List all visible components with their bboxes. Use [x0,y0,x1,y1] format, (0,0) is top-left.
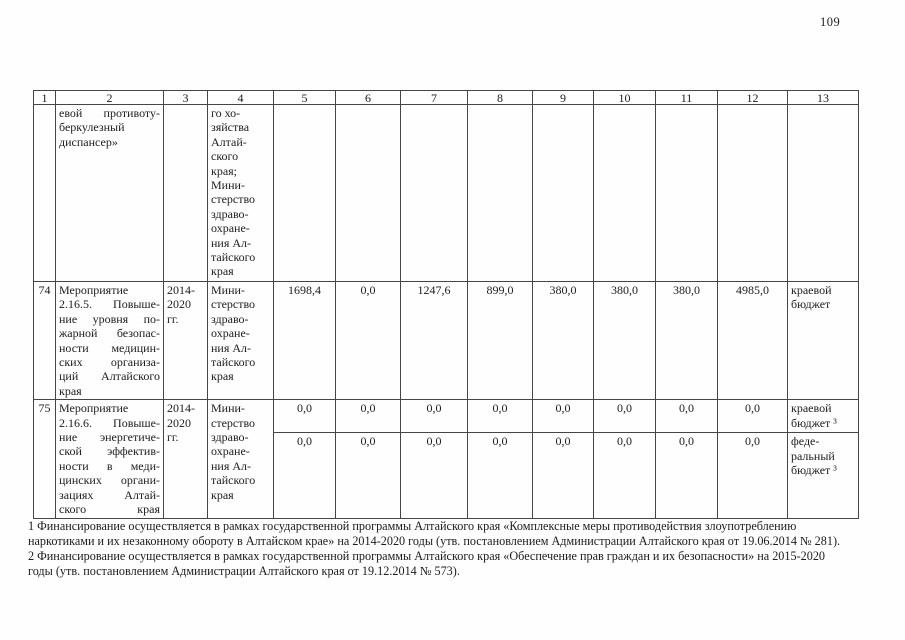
column-header-2: 2 [55,90,164,105]
executor-cell: го хо- зяйства Алтай- ского края; Мини- … [207,104,274,282]
value-cell: 1247,6 [400,280,468,401]
table-row-continuation: евой противоту- беркулезный диспансер» г… [33,104,859,282]
value-cell: 0,0 [655,399,718,434]
footnote-2: 2 Финансирование осуществляется в рамках… [28,548,826,578]
column-header-8: 8 [467,90,533,105]
row-number-cell [33,104,56,282]
value-cell [532,104,594,282]
value-cell: 0,0 [335,280,401,401]
executor-cell: Мини- стерство здраво- охране- ния Ал- т… [207,399,274,519]
value-cell: 0,0 [717,399,788,434]
value-cell: 0,0 [593,432,656,519]
value-cell: 0,0 [717,432,788,519]
page-number: 109 [820,15,841,29]
value-cell: 4985,0 [717,280,788,401]
value-cell: 380,0 [593,280,656,401]
column-header-9: 9 [532,90,594,105]
column-header-4: 4 [207,90,274,105]
value-cell: 0,0 [335,432,401,519]
value-cell: 0,0 [532,432,594,519]
value-cell [467,104,533,282]
value-cell: 380,0 [532,280,594,401]
financing-table: 1 2 3 4 5 6 7 8 9 10 11 12 13 евой проти… [33,90,859,519]
value-cell: 0,0 [532,399,594,434]
value-cell: 0,0 [335,399,401,434]
budget-source-cell [787,104,859,282]
row-number-cell: 74 [33,280,56,401]
value-cell: 0,0 [273,399,336,434]
value-cell: 0,0 [467,399,533,434]
column-header-13: 13 [787,90,859,105]
value-cell: 0,0 [593,399,656,434]
value-cell [335,104,401,282]
measure-name-cell: Мероприятие 2.16.6. Повыше- ние энергети… [55,399,164,519]
measure-name-cell: евой противоту- беркулезный диспансер» [55,104,164,282]
table-header-row: 1 2 3 4 5 6 7 8 9 10 11 12 13 [33,90,859,105]
dates-cell: 2014- 2020 гг. [163,399,208,519]
budget-source-cell: краевой бюджет [787,280,859,401]
value-cell: 1698,4 [273,280,336,401]
value-cell: 0,0 [467,432,533,519]
dates-cell [163,104,208,282]
value-cell: 380,0 [655,280,718,401]
column-header-7: 7 [400,90,468,105]
column-header-5: 5 [273,90,336,105]
column-header-10: 10 [593,90,656,105]
value-cell [400,104,468,282]
column-header-3: 3 [163,90,208,105]
column-header-6: 6 [335,90,401,105]
dates-cell: 2014- 2020 гг. [163,280,208,401]
value-cell [273,104,336,282]
row-number-cell: 75 [33,399,56,519]
value-cell [593,104,656,282]
table-row-75-regional: 75 Мероприятие 2.16.6. Повыше- ние энерг… [33,399,859,519]
table-row-75-federal: 0,0 0,0 0,0 0,0 0,0 0,0 0,0 0,0 феде- ра… [34,432,859,519]
executor-cell: Мини- стерство здраво- охране- ния Ал- т… [207,280,274,401]
value-cell [655,104,718,282]
budget-source-cell: краевой бюджет ³ [787,399,859,434]
footnotes: 1 Финансирование осуществляется в рамках… [28,519,884,579]
footnote-1: 1 Финансирование осуществляется в рамках… [28,519,841,548]
measure-name-cell: Мероприятие 2.16.5. Повыше- ние уровня п… [55,280,164,401]
value-cell [717,104,788,282]
value-cell: 0,0 [273,432,336,519]
column-header-12: 12 [717,90,788,105]
value-cell: 899,0 [467,280,533,401]
column-header-11: 11 [655,90,718,105]
table-row-74: 74 Мероприятие 2.16.5. Повыше- ние уровн… [33,280,859,401]
value-cell: 0,0 [400,399,468,434]
value-cell: 0,0 [400,432,468,519]
column-header-1: 1 [33,90,56,105]
value-cell: 0,0 [655,432,718,519]
budget-source-cell: феде- ральный бюджет ³ [787,432,859,519]
